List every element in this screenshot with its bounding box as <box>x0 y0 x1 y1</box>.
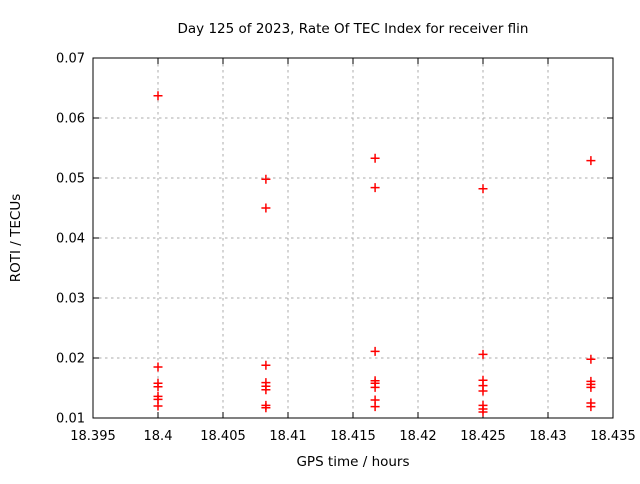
grid-lines <box>93 58 613 418</box>
x-tick-label: 18.415 <box>330 429 376 444</box>
data-point-marker <box>478 349 488 359</box>
data-point-marker <box>370 402 380 412</box>
data-point-marker <box>586 354 596 364</box>
y-tick-label: 0.02 <box>56 352 85 367</box>
y-tick-label: 0.06 <box>56 112 85 127</box>
x-tick-labels: 18.395 18.4 18.405 18.41 18.415 18.42 18.425 18… <box>70 429 636 444</box>
data-point-marker <box>261 174 271 184</box>
data-point-marker <box>478 407 488 417</box>
data-point-marker <box>153 401 163 411</box>
data-point-marker <box>153 382 163 392</box>
y-tick-label: 0.01 <box>56 412 85 427</box>
data-point-marker <box>261 360 271 370</box>
y-tick-label: 0.03 <box>56 292 85 307</box>
data-point-marker <box>586 402 596 412</box>
x-tick-label: 18.43 <box>529 429 566 444</box>
data-point-marker <box>261 385 271 395</box>
data-point-marker <box>478 386 488 396</box>
data-point-marker <box>153 362 163 372</box>
y-axis-label: ROTI / TECUs <box>8 194 24 282</box>
chart-title: Day 125 of 2023, Rate Of TEC Index for r… <box>178 21 529 37</box>
x-tick-label: 18.41 <box>269 429 306 444</box>
x-tick-label: 18.435 <box>590 429 636 444</box>
data-point-marker <box>370 153 380 163</box>
data-point-marker <box>586 382 596 392</box>
y-tick-label: 0.04 <box>56 232 85 247</box>
data-point-marker <box>261 203 271 213</box>
y-tick-label: 0.05 <box>56 172 85 187</box>
data-point-marker <box>370 183 380 193</box>
data-point-marker <box>478 184 488 194</box>
x-tick-label: 18.4 <box>144 429 173 444</box>
data-point-marker <box>586 156 596 166</box>
data-point-marker <box>370 382 380 392</box>
y-tick-label: 0.07 <box>56 52 85 67</box>
data-point-marker <box>261 403 271 413</box>
x-tick-label: 18.42 <box>399 429 436 444</box>
data-point-marker <box>153 91 163 101</box>
data-points <box>153 91 596 417</box>
x-tick-label: 18.425 <box>460 429 506 444</box>
x-tick-label: 18.395 <box>70 429 116 444</box>
y-tick-labels: 0.01 0.02 0.03 0.04 0.05 0.06 0.07 <box>56 52 85 427</box>
data-point-marker <box>370 346 380 356</box>
x-tick-label: 18.405 <box>200 429 246 444</box>
x-axis-label: GPS time / hours <box>296 454 409 470</box>
